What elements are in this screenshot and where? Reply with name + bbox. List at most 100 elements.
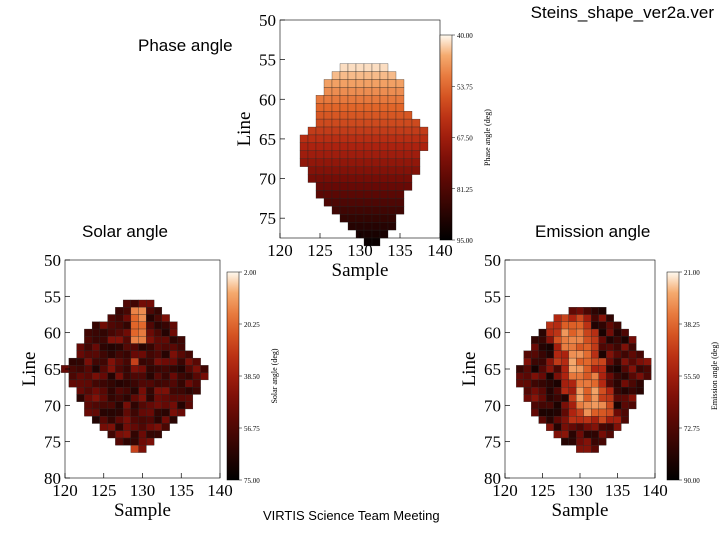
heatmap-cell (598, 372, 607, 381)
heatmap-cell (523, 379, 532, 388)
heatmap-cell (323, 95, 333, 104)
heatmap-cell (583, 343, 592, 351)
heatmap-cell (371, 174, 381, 183)
heatmap-cell (379, 111, 389, 120)
heatmap-cell (621, 416, 629, 424)
heatmap-cell (379, 142, 389, 151)
heatmap-cell (363, 142, 373, 151)
heatmap-cell (613, 394, 622, 402)
phase-angle-title: Phase angle (138, 36, 233, 55)
heatmap-cell (122, 394, 132, 402)
heatmap-cell (107, 430, 116, 439)
heatmap-cell (115, 350, 124, 359)
heatmap-cell (621, 343, 629, 351)
x-tick-label: 120 (492, 481, 518, 500)
heatmap-cell (146, 379, 155, 388)
y-axis-label: Line (19, 352, 40, 387)
heatmap-cell (331, 150, 341, 159)
heatmap-cell (91, 394, 101, 402)
heatmap-cell (177, 336, 186, 344)
heatmap-cell (339, 63, 349, 72)
heatmap-cell (379, 63, 389, 72)
heatmap-cell (184, 401, 194, 410)
heatmap-cell (315, 118, 325, 128)
heatmap-cell (192, 357, 201, 366)
heatmap-cell (379, 174, 389, 183)
heatmap-cell (576, 314, 584, 322)
heatmap-cell (591, 430, 599, 439)
heatmap-cell (355, 111, 365, 120)
heatmap-cell (516, 365, 524, 373)
heatmap-cell (546, 357, 554, 366)
heatmap-cell (568, 350, 577, 359)
heatmap-cell (146, 416, 155, 424)
heatmap-cell (576, 350, 584, 359)
heatmap-cell (553, 430, 562, 439)
heatmap-cell (339, 71, 349, 80)
heatmap-cell (115, 387, 124, 395)
y-tick-label: 80 (44, 469, 61, 488)
heatmap-cell (138, 445, 147, 453)
heatmap-cell (130, 416, 139, 424)
heatmap-cell (591, 321, 599, 330)
heatmap-cell (138, 379, 147, 388)
heatmap-cell (621, 372, 629, 381)
heatmap-cell (379, 190, 389, 199)
emission-angle-chart: 120 125 130 135 140 50 55 60 65 70 75 80 Sample Line 2… (459, 251, 719, 521)
heatmap-cell (122, 328, 132, 337)
heatmap-cell (387, 71, 397, 80)
heatmap-cell (523, 350, 532, 359)
heatmap-cell (355, 63, 365, 72)
heatmap-cell (387, 150, 397, 159)
heatmap-cell (576, 394, 584, 402)
heatmap-cell (621, 350, 629, 359)
colorbar-label: Emission angle (deg) (710, 342, 719, 410)
heatmap-cell (606, 401, 614, 410)
heatmap-cell (76, 387, 85, 395)
y-tick-label: 60 (484, 324, 501, 343)
heatmap-cell (371, 190, 381, 199)
heatmap-cell (339, 150, 349, 159)
heatmap-cell (130, 307, 139, 315)
heatmap-cell (177, 401, 186, 410)
heatmap-cell (591, 350, 599, 359)
heatmap-cell (323, 134, 333, 144)
heatmap-cell (628, 357, 637, 366)
heatmap-cell (591, 379, 599, 388)
heatmap-cell (531, 336, 539, 344)
x-tick-label: 120 (267, 241, 293, 260)
heatmap-cell (628, 394, 637, 402)
heatmap-cell (411, 134, 421, 144)
heatmap-cell (107, 423, 116, 431)
heatmap-cell (583, 379, 592, 388)
heatmap-cell (331, 190, 341, 199)
y-tick-label: 50 (44, 251, 61, 270)
heatmap-cell (107, 387, 116, 395)
heatmap-cell (531, 387, 539, 395)
heatmap-cell (411, 158, 421, 167)
heatmap-cell (621, 394, 629, 402)
heatmap-cell (371, 142, 381, 151)
heatmap-cell (76, 343, 85, 351)
heatmap-cell (153, 394, 163, 402)
heatmap-cell (553, 343, 562, 351)
heatmap-cell (177, 350, 186, 359)
heatmap-cell (331, 166, 341, 175)
heatmap-cell (192, 372, 201, 381)
heatmap-cell (583, 394, 592, 402)
heatmap-cell (523, 387, 532, 395)
heatmap-cell (161, 372, 170, 381)
heatmap-cell (99, 336, 108, 344)
heatmap-cell (91, 401, 101, 410)
heatmap-cell (538, 387, 547, 395)
heatmap-cell (387, 134, 397, 144)
heatmap-cell (591, 372, 599, 381)
heatmap-cell (363, 118, 373, 128)
heatmap-cell (387, 166, 397, 175)
heatmap-cell (379, 221, 389, 231)
heatmap-cell (138, 394, 147, 402)
heatmap-cell (516, 379, 524, 388)
heatmap-cell (591, 394, 599, 402)
heatmap-cell (192, 379, 201, 388)
heatmap-cell (613, 423, 622, 431)
